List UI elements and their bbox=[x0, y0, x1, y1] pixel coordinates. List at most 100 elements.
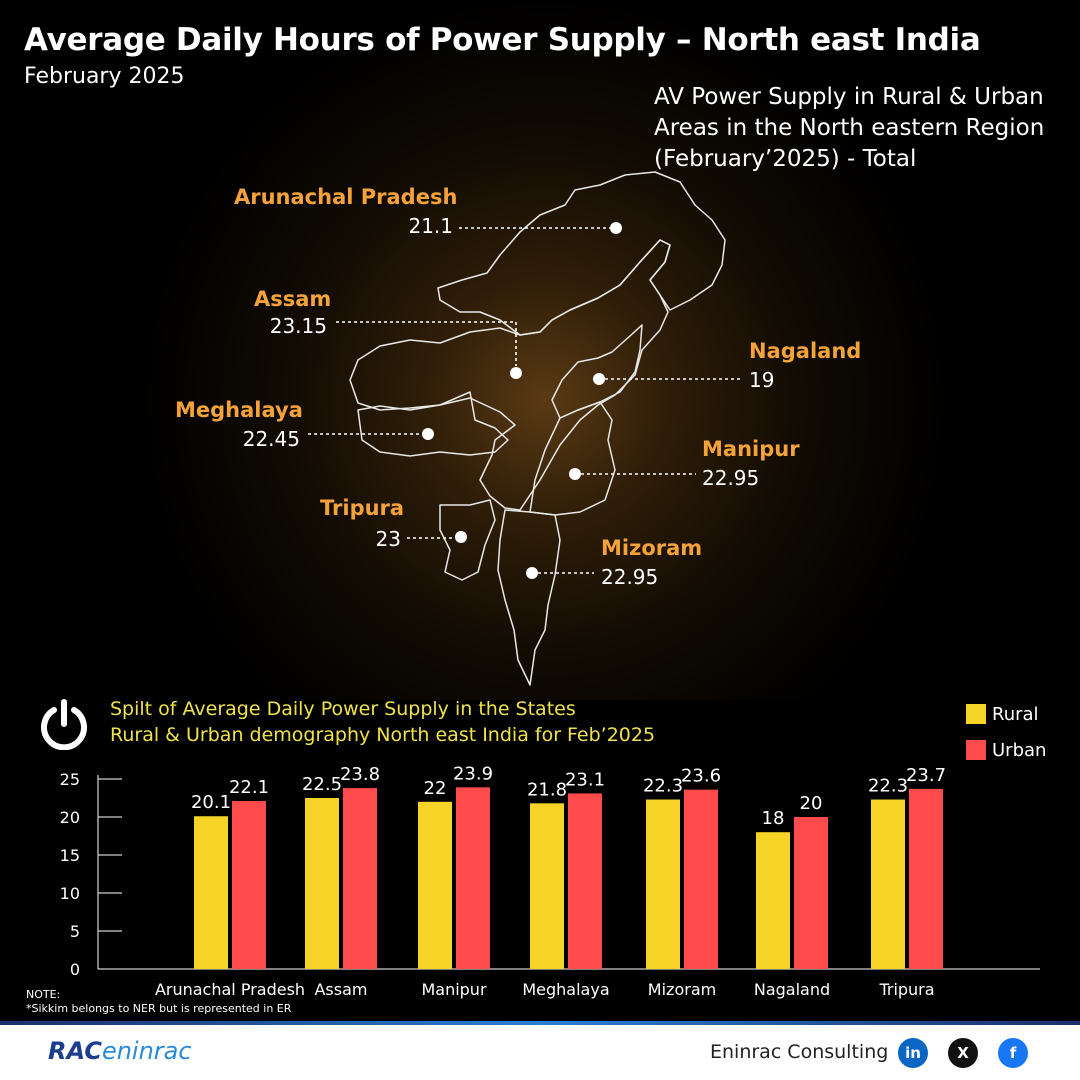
data-label-rural-tripura: 22.3 bbox=[868, 776, 908, 797]
state-label-arunachal-pradesh: Arunachal Pradesh bbox=[234, 185, 457, 209]
data-label-rural-nagaland: 18 bbox=[762, 808, 785, 829]
category-label-manipur: Manipur bbox=[421, 980, 486, 999]
x-icon[interactable]: X bbox=[948, 1038, 978, 1068]
chart-legend: Rural Urban bbox=[966, 696, 1046, 768]
bar-urban-mizoram bbox=[684, 789, 718, 969]
bar-rural-assam bbox=[305, 798, 339, 969]
data-label-rural-arunachal-pradesh: 20.1 bbox=[191, 792, 231, 813]
page-title: Average Daily Hours of Power Supply – No… bbox=[24, 22, 981, 58]
mizoram-outline bbox=[497, 509, 561, 686]
data-label-urban-assam: 23.8 bbox=[340, 764, 380, 785]
background-glow bbox=[0, 0, 1080, 700]
chart-caption-line: Spilt of Average Daily Power Supply in t… bbox=[110, 698, 576, 720]
state-label-mizoram: Mizoram bbox=[601, 536, 702, 560]
state-label-tripura: Tripura bbox=[320, 496, 404, 520]
state-value-nagaland: 19 bbox=[749, 368, 774, 392]
bar-rural-manipur bbox=[418, 801, 452, 969]
map-caption: AV Power Supply in Rural & Urban Areas i… bbox=[654, 82, 1064, 175]
northeast-map: Arunachal Pradesh 21.1 Assam 23.15 Nagaland 1… bbox=[175, 171, 861, 686]
y-tick-label: 5 bbox=[70, 922, 80, 941]
tripura-outline bbox=[439, 499, 496, 581]
bar-urban-manipur bbox=[456, 787, 490, 969]
bar-urban-meghalaya bbox=[568, 793, 602, 969]
state-label-manipur: Manipur bbox=[702, 437, 800, 461]
data-label-urban-nagaland: 20 bbox=[800, 793, 823, 814]
note-text: *Sikkim belongs to NER but is represente… bbox=[26, 1002, 292, 1015]
marker-nagaland bbox=[593, 373, 605, 385]
page-subtitle: February 2025 bbox=[24, 64, 185, 89]
marker-manipur bbox=[569, 468, 581, 480]
nagaland-outline bbox=[551, 324, 643, 419]
marker-meghalaya bbox=[422, 428, 434, 440]
state-value-assam: 23.15 bbox=[270, 314, 327, 338]
meghalaya-outline bbox=[357, 391, 509, 457]
legend-item-urban: Urban bbox=[966, 732, 1046, 768]
category-label-nagaland: Nagaland bbox=[754, 980, 830, 999]
y-tick-label: 0 bbox=[70, 960, 80, 979]
leader-line-assam bbox=[336, 321, 517, 366]
assam-outline bbox=[349, 239, 671, 511]
state-label-assam: Assam bbox=[254, 287, 331, 311]
footer-divider bbox=[0, 1021, 1080, 1025]
bar-rural-mizoram bbox=[646, 799, 680, 969]
bar-urban-tripura bbox=[909, 788, 943, 969]
data-label-urban-arunachal-pradesh: 22.1 bbox=[229, 777, 269, 798]
marker-mizoram bbox=[526, 567, 538, 579]
state-label-nagaland: Nagaland bbox=[749, 339, 861, 363]
category-label-mizoram: Mizoram bbox=[648, 980, 716, 999]
state-label-meghalaya: Meghalaya bbox=[175, 398, 303, 422]
legend-swatch-urban bbox=[966, 740, 986, 760]
bar-urban-assam bbox=[343, 788, 377, 969]
state-outlines bbox=[349, 171, 726, 686]
bar-rural-arunachal-pradesh bbox=[194, 816, 228, 969]
y-tick-label: 25 bbox=[60, 770, 80, 789]
state-value-arunachal-pradesh: 21.1 bbox=[408, 214, 453, 238]
data-label-urban-meghalaya: 23.1 bbox=[565, 769, 605, 790]
state-value-tripura: 23 bbox=[376, 527, 401, 551]
category-label-assam: Assam bbox=[314, 980, 367, 999]
y-tick-label: 10 bbox=[60, 884, 80, 903]
state-value-meghalaya: 22.45 bbox=[243, 427, 300, 451]
map-markers: Arunachal Pradesh 21.1 Assam 23.15 Nagaland 1… bbox=[175, 185, 861, 589]
bar-urban-nagaland bbox=[794, 817, 828, 969]
chart-caption: Spilt of Average Daily Power Supply in t… bbox=[110, 696, 655, 748]
state-value-mizoram: 22.95 bbox=[601, 565, 658, 589]
bar-rural-meghalaya bbox=[530, 803, 564, 969]
data-label-rural-mizoram: 22.3 bbox=[643, 776, 683, 797]
legend-item-rural: Rural bbox=[966, 696, 1046, 732]
facebook-icon[interactable]: f bbox=[998, 1038, 1028, 1068]
logo-left: RAC bbox=[48, 1037, 102, 1065]
chart-caption-line: Rural & Urban demography North east Indi… bbox=[110, 724, 656, 746]
legend-swatch-rural bbox=[966, 704, 986, 724]
data-label-urban-tripura: 23.7 bbox=[906, 765, 946, 786]
linkedin-icon[interactable]: in bbox=[898, 1038, 928, 1068]
marker-tripura bbox=[455, 531, 467, 543]
data-label-rural-assam: 22.5 bbox=[302, 774, 342, 795]
category-label-meghalaya: Meghalaya bbox=[522, 980, 609, 999]
manipur-outline bbox=[529, 401, 616, 516]
y-tick-label: 15 bbox=[60, 846, 80, 865]
data-label-rural-meghalaya: 21.8 bbox=[527, 779, 567, 800]
power-icon bbox=[41, 699, 87, 750]
y-tick-label: 20 bbox=[60, 808, 80, 827]
state-value-manipur: 22.95 bbox=[702, 466, 759, 490]
marker-arunachal-pradesh bbox=[610, 222, 622, 234]
legend-label-rural: Rural bbox=[992, 703, 1039, 725]
note: NOTE: *Sikkim belongs to NER but is repr… bbox=[26, 988, 291, 1016]
bar-urban-arunachal-pradesh bbox=[232, 801, 266, 969]
category-label-tripura: Tripura bbox=[878, 980, 934, 999]
data-label-rural-manipur: 22 bbox=[424, 778, 447, 799]
marker-assam bbox=[510, 367, 522, 379]
logo-right: eninrac bbox=[101, 1037, 192, 1065]
legend-label-urban: Urban bbox=[992, 739, 1047, 761]
company-name: Eninrac Consulting bbox=[710, 1041, 889, 1063]
map-caption-line: (February’2025) - Total bbox=[654, 146, 917, 172]
map-caption-line: AV Power Supply in Rural & Urban bbox=[654, 84, 1044, 110]
bar-rural-tripura bbox=[871, 799, 905, 969]
data-label-urban-manipur: 23.9 bbox=[453, 763, 493, 784]
data-label-urban-mizoram: 23.6 bbox=[681, 766, 721, 787]
arunachal-outline bbox=[437, 171, 726, 336]
map-caption-line: Areas in the North eastern Region bbox=[654, 115, 1045, 141]
company-logo: RACeninrac bbox=[48, 1037, 192, 1065]
